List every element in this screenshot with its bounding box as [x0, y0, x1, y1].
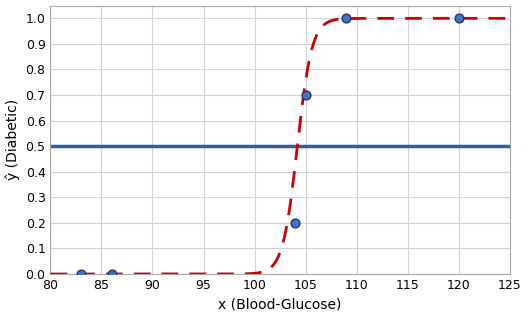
- Point: [454, 16, 463, 21]
- Point: [301, 93, 310, 98]
- Point: [77, 271, 85, 276]
- Point: [342, 16, 350, 21]
- Point: [291, 220, 299, 225]
- Point: [108, 271, 116, 276]
- X-axis label: x (Blood-Glucose): x (Blood-Glucose): [218, 297, 341, 311]
- Y-axis label: ŷ (Diabetic): ŷ (Diabetic): [6, 99, 20, 180]
